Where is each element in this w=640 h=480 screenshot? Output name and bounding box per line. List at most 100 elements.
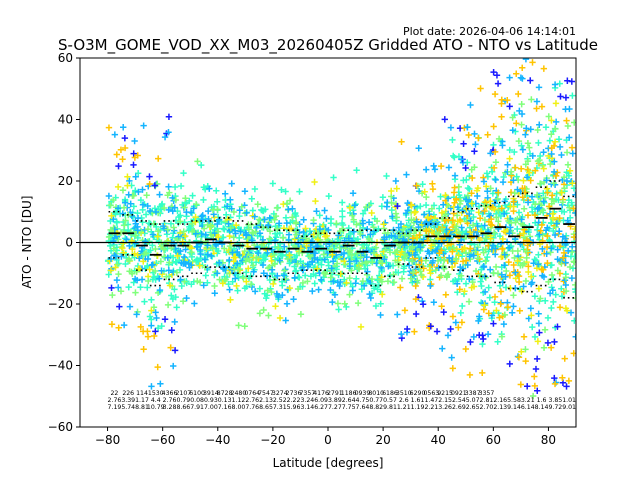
scatter-point bbox=[458, 156, 465, 163]
scatter-point bbox=[514, 186, 521, 193]
scatter-point bbox=[468, 190, 475, 197]
scatter-point bbox=[355, 264, 362, 272]
scatter-point bbox=[501, 198, 508, 205]
scatter-point bbox=[286, 284, 293, 292]
scatter-point bbox=[153, 223, 160, 231]
scatter-point bbox=[385, 263, 392, 270]
scatter-point bbox=[491, 148, 499, 156]
bin-annotation: 7.75 bbox=[342, 404, 356, 411]
scatter-point bbox=[544, 314, 552, 322]
scatter-point bbox=[438, 303, 445, 310]
scatter-point bbox=[293, 231, 300, 238]
scatter-point bbox=[455, 191, 463, 199]
bin-annotation: 2.64 bbox=[342, 397, 356, 404]
scatter-point bbox=[426, 266, 433, 274]
scatter-point bbox=[475, 134, 482, 142]
scatter-point bbox=[171, 318, 178, 326]
scatter-point bbox=[272, 303, 279, 310]
scatter-point bbox=[234, 287, 241, 294]
scatter-point bbox=[165, 183, 172, 190]
scatter-point bbox=[462, 345, 469, 353]
scatter-point bbox=[413, 234, 420, 241]
bin-annotation: 1.12 bbox=[232, 397, 246, 404]
scatter-point bbox=[504, 303, 512, 311]
scatter-point bbox=[271, 216, 278, 223]
scatter-point bbox=[452, 255, 460, 263]
scatter-point bbox=[313, 207, 320, 215]
scatter-point bbox=[327, 286, 334, 294]
scatter-point bbox=[251, 213, 258, 220]
scatter-point bbox=[221, 190, 229, 197]
scatter-point bbox=[547, 344, 555, 351]
scatter-point bbox=[251, 185, 259, 193]
scatter-point bbox=[505, 258, 512, 266]
scatter-point bbox=[160, 204, 168, 212]
scatter-point bbox=[145, 277, 152, 285]
scatter-point bbox=[470, 283, 478, 290]
scatter-point bbox=[378, 278, 386, 285]
scatter-point bbox=[295, 273, 302, 281]
scatter-point bbox=[221, 264, 229, 271]
scatter-point bbox=[422, 166, 430, 173]
bin-annotation: 3.26 bbox=[438, 404, 452, 411]
scatter-point bbox=[413, 218, 421, 225]
scatter-point bbox=[266, 214, 273, 222]
scatter-point bbox=[414, 277, 421, 284]
scatter-point bbox=[171, 286, 178, 293]
scatter-point bbox=[450, 244, 457, 252]
scatter-point bbox=[569, 150, 576, 157]
scatter-point bbox=[189, 228, 196, 235]
scatter-point bbox=[333, 260, 341, 267]
scatter-point bbox=[193, 256, 201, 263]
scatter-point bbox=[467, 228, 474, 236]
scatter-point bbox=[541, 326, 549, 333]
scatter-point bbox=[410, 219, 418, 226]
scatter-point bbox=[449, 365, 457, 372]
scatter-point bbox=[409, 268, 417, 276]
scatter-point bbox=[202, 272, 209, 279]
bin-annotation: 1.01 bbox=[562, 397, 576, 404]
scatter-point bbox=[351, 201, 358, 209]
scatter-point bbox=[515, 90, 522, 98]
scatter-point bbox=[200, 282, 207, 289]
scatter-point bbox=[535, 285, 543, 292]
scatter-point bbox=[561, 208, 568, 216]
scatter-point bbox=[519, 185, 526, 192]
scatter-point bbox=[428, 205, 436, 212]
x-tick-label: 20 bbox=[375, 433, 390, 447]
scatter-point bbox=[202, 231, 209, 239]
scatter-point bbox=[486, 266, 494, 273]
scatter-point bbox=[527, 177, 534, 184]
scatter-point bbox=[182, 199, 190, 206]
scatter-point bbox=[449, 278, 457, 285]
scatter-point bbox=[107, 226, 114, 234]
scatter-point bbox=[230, 254, 238, 261]
scatter-point bbox=[472, 141, 479, 148]
scatter-point bbox=[388, 232, 395, 239]
scatter-point bbox=[454, 218, 461, 225]
scatter-point bbox=[107, 202, 114, 209]
scatter-point bbox=[506, 146, 514, 154]
scatter-point bbox=[110, 245, 117, 252]
y-tick-label: 40 bbox=[58, 113, 73, 127]
scatter-point bbox=[515, 272, 523, 280]
scatter-point bbox=[457, 272, 465, 279]
scatter-point bbox=[226, 286, 233, 293]
scatter-point bbox=[513, 173, 520, 180]
bin-annotation: 3.24 bbox=[300, 397, 314, 404]
scatter-point bbox=[213, 187, 220, 194]
scatter-point bbox=[148, 322, 155, 329]
x-axis-label: Latitude [degrees] bbox=[273, 456, 384, 470]
scatter-point bbox=[359, 210, 367, 217]
scatter-point bbox=[255, 216, 263, 223]
bin-annotation: 0.08 bbox=[190, 397, 204, 404]
scatter-point bbox=[192, 213, 199, 221]
scatter-point bbox=[129, 270, 136, 277]
scatter-point bbox=[475, 317, 482, 325]
scatter-point bbox=[149, 242, 156, 249]
scatter-point bbox=[125, 283, 132, 291]
scatter-point bbox=[222, 276, 229, 283]
scatter-point bbox=[119, 244, 126, 252]
scatter-point bbox=[456, 286, 463, 293]
scatter-point bbox=[552, 118, 560, 126]
